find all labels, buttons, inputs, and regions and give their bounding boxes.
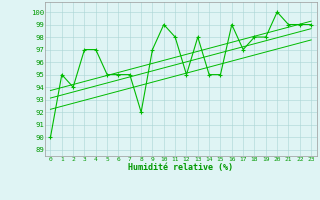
X-axis label: Humidité relative (%): Humidité relative (%) [128, 163, 233, 172]
